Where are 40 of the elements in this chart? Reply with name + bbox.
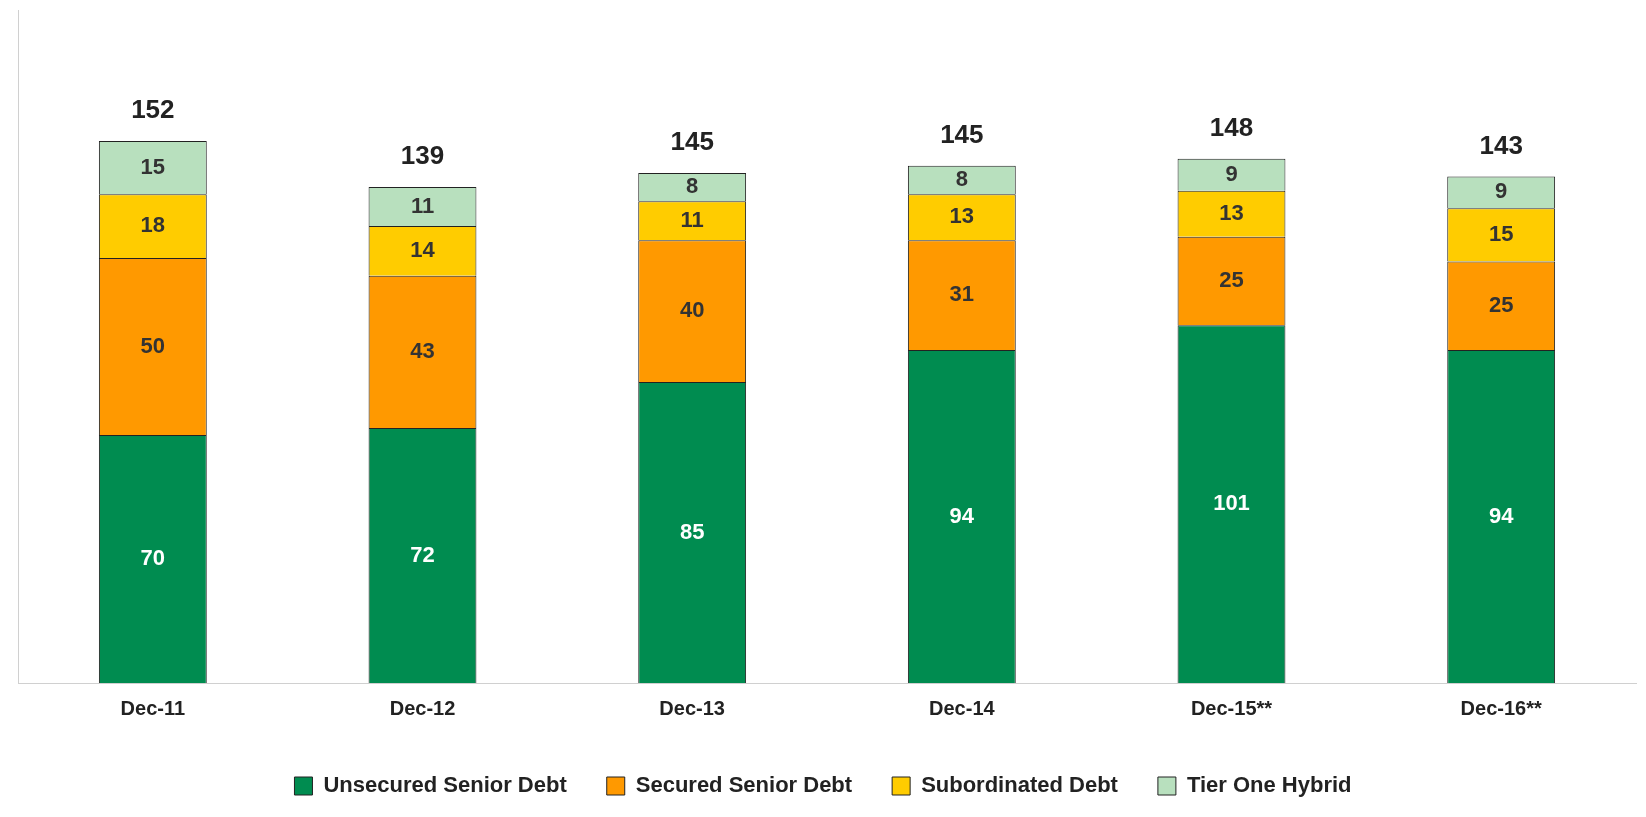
data-label: 40 <box>679 297 705 323</box>
data-label: 9 <box>1225 160 1238 186</box>
legend-label: Unsecured Senior Debt <box>323 772 568 798</box>
data-label: 31 <box>949 281 975 307</box>
x-tick-label: Dec-13 <box>659 696 725 719</box>
x-tick-label: Dec-15** <box>1190 696 1273 719</box>
data-label: 11 <box>680 206 704 232</box>
data-label: 25 <box>1219 267 1244 293</box>
data-label: 94 <box>949 502 975 528</box>
x-tick-label: Dec-14 <box>929 696 996 719</box>
total-label: 143 <box>1479 129 1523 160</box>
data-label: 25 <box>1488 291 1514 317</box>
data-label: 15 <box>1488 220 1514 246</box>
data-label: 13 <box>1219 199 1244 225</box>
data-label: 43 <box>410 337 435 363</box>
data-label: 11 <box>410 192 435 218</box>
legend-label: Secured Senior Debt <box>635 772 853 798</box>
total-label: 139 <box>400 140 445 171</box>
data-label: 94 <box>1488 502 1515 528</box>
data-label: 9 <box>1495 178 1508 204</box>
legend-label: Subordinated Debt <box>921 772 1119 798</box>
x-tick-label: Dec-11 <box>120 696 186 719</box>
data-label: 85 <box>679 518 705 544</box>
data-label: 101 <box>1213 490 1250 516</box>
data-label: 15 <box>140 153 166 179</box>
data-label: 72 <box>410 541 435 567</box>
legend-label: Tier One Hybrid <box>1186 772 1352 798</box>
data-label: 70 <box>140 545 166 571</box>
data-label: 14 <box>410 236 436 262</box>
total-label: 145 <box>670 126 714 157</box>
data-label: 8 <box>955 166 968 192</box>
data-label: 8 <box>686 173 699 199</box>
x-tick-label: Dec-12 <box>389 696 456 719</box>
total-label: 152 <box>131 94 175 125</box>
total-label: 148 <box>1209 111 1254 142</box>
x-tick-label: Dec-16** <box>1460 696 1542 719</box>
total-label: 145 <box>940 119 984 150</box>
data-label: 18 <box>140 212 166 238</box>
data-label: 50 <box>140 332 166 358</box>
data-label: 13 <box>949 203 975 229</box>
